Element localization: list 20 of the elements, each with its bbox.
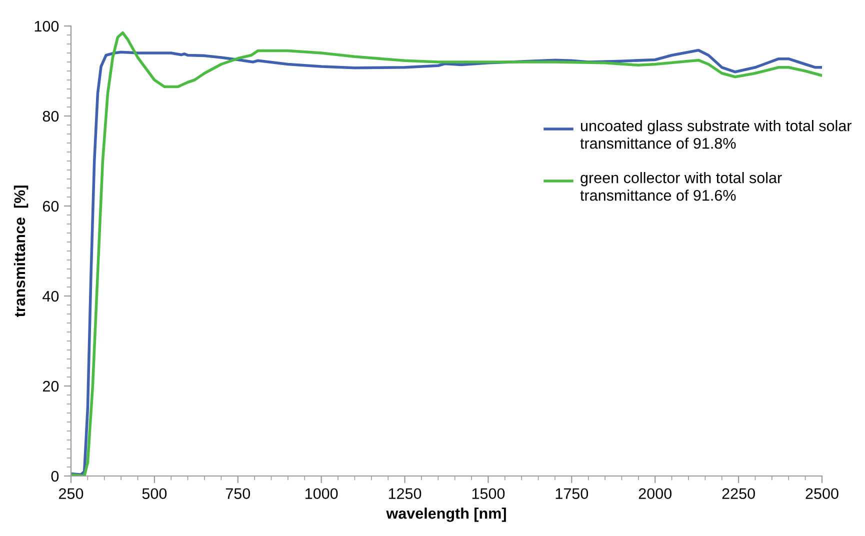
x-tick-label: 250 (59, 488, 84, 500)
x-tick-label: 750 (226, 488, 250, 500)
y-tick-label: 0 (51, 470, 59, 482)
x-tick-label: 500 (142, 488, 167, 500)
x-tick-label: 1500 (472, 488, 505, 500)
y-tick-label: 100 (34, 20, 59, 32)
x-tick-label: 1750 (556, 488, 588, 500)
legend-label: uncoated glass substrate with total solar transmittance of 91.8% (580, 120, 852, 149)
x-tick-label: 1000 (306, 488, 338, 500)
x-tick-label: 1250 (388, 488, 422, 500)
y-axis-title: transmittance [%] (14, 186, 28, 318)
y-tick-label: 80 (42, 110, 59, 122)
x-tick-label: 2500 (806, 488, 838, 500)
x-axis-title: wavelength [nm] (386, 508, 506, 522)
legend-label: green collector with total solar transmittance of 91.6% (580, 172, 782, 201)
x-tick-label: 2000 (638, 488, 672, 500)
y-tick-label: 40 (42, 290, 59, 302)
x-tick-label: 2250 (722, 488, 755, 500)
y-tick-label: 60 (42, 200, 59, 212)
y-tick-label: 20 (42, 380, 59, 392)
